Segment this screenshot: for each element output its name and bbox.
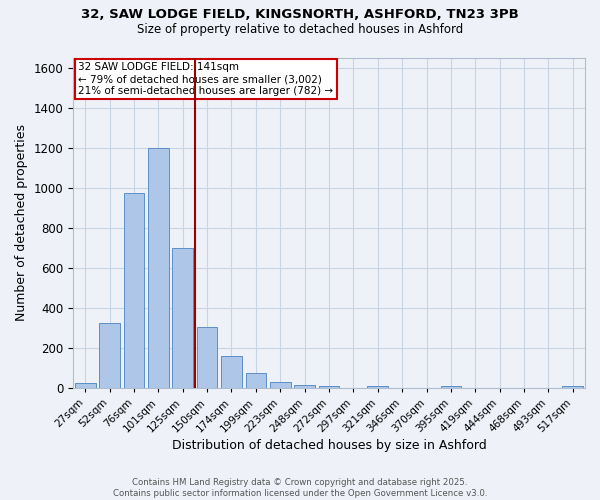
Bar	[367, 386, 388, 388]
Bar	[99, 323, 120, 388]
Bar	[319, 386, 340, 388]
Bar	[172, 248, 193, 388]
Bar	[270, 382, 290, 388]
Text: 32, SAW LODGE FIELD, KINGSNORTH, ASHFORD, TN23 3PB: 32, SAW LODGE FIELD, KINGSNORTH, ASHFORD…	[81, 8, 519, 20]
Y-axis label: Number of detached properties: Number of detached properties	[15, 124, 28, 322]
Bar	[294, 385, 315, 388]
Bar	[75, 383, 95, 388]
Text: Contains HM Land Registry data © Crown copyright and database right 2025.
Contai: Contains HM Land Registry data © Crown c…	[113, 478, 487, 498]
Text: Size of property relative to detached houses in Ashford: Size of property relative to detached ho…	[137, 22, 463, 36]
Bar	[562, 386, 583, 388]
Bar	[148, 148, 169, 388]
Bar	[245, 373, 266, 388]
Bar	[124, 192, 145, 388]
Bar	[197, 327, 217, 388]
X-axis label: Distribution of detached houses by size in Ashford: Distribution of detached houses by size …	[172, 440, 487, 452]
Bar	[221, 356, 242, 388]
Bar	[440, 386, 461, 388]
Text: 32 SAW LODGE FIELD: 141sqm
← 79% of detached houses are smaller (3,002)
21% of s: 32 SAW LODGE FIELD: 141sqm ← 79% of deta…	[78, 62, 333, 96]
